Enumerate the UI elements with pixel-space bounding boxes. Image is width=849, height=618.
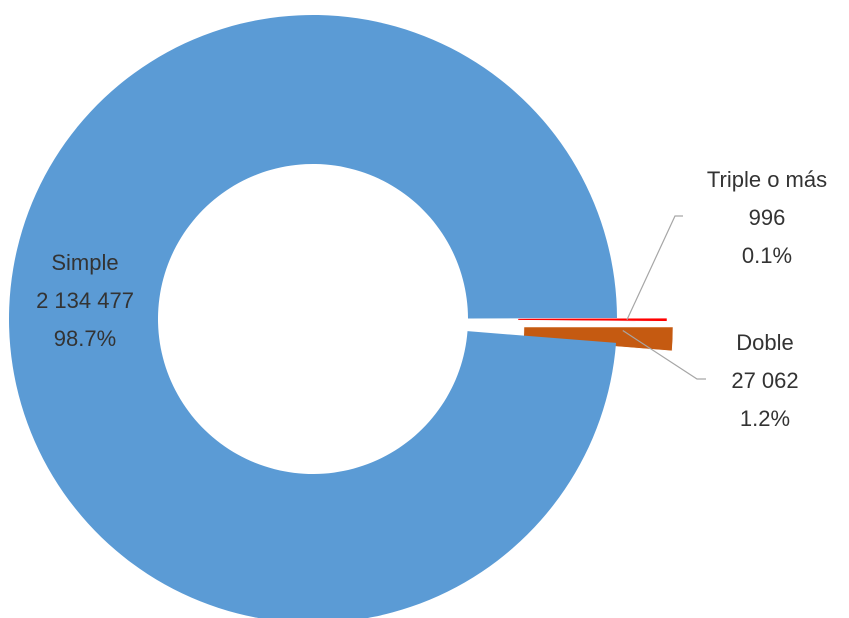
leader-line-triple [626, 215, 683, 320]
label-triple-value: 996 [749, 205, 786, 230]
donut-slices [9, 15, 674, 618]
label-triple-name: Triple o más [707, 167, 827, 192]
label-simple-value: 2 134 477 [36, 288, 134, 313]
label-doble-name: Doble [736, 330, 793, 355]
label-doble-percent: 1.2% [740, 406, 790, 431]
slice-simple [9, 15, 617, 618]
label-doble-value: 27 062 [731, 368, 798, 393]
leader-lines [622, 215, 706, 380]
label-triple-percent: 0.1% [742, 243, 792, 268]
label-simple-name: Simple [51, 250, 118, 275]
leader-line-doble [622, 330, 706, 380]
label-simple-percent: 98.7% [54, 326, 116, 351]
slice-triple-o-más [517, 317, 668, 322]
